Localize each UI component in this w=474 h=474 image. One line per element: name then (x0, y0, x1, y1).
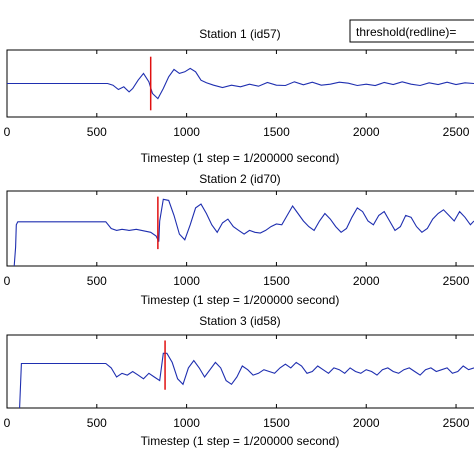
plot-frame (6, 334, 474, 409)
x-tick-label: 2000 (353, 416, 380, 430)
plot-frame (6, 190, 474, 267)
chart-title: Station 2 (id70) (199, 172, 280, 186)
x-axis-label: Timestep (1 step = 1/200000 second) (141, 434, 340, 448)
series-line (19, 352, 474, 409)
x-tick-label: 0 (4, 274, 11, 288)
x-tick-label: 500 (87, 416, 107, 430)
x-axis-label: Timestep (1 step = 1/200000 second) (141, 151, 340, 165)
legend-frame (349, 19, 474, 43)
x-axis-label: Timestep (1 step = 1/200000 second) (141, 293, 340, 307)
x-tick-label: 2500 (443, 125, 470, 139)
x-tick-label: 2000 (353, 125, 380, 139)
x-tick-label: 500 (87, 274, 107, 288)
x-tick-label: 1500 (263, 274, 290, 288)
x-tick-label: 2500 (443, 274, 470, 288)
series-line (7, 67, 474, 100)
x-tick-label: 2500 (443, 416, 470, 430)
x-tick-label: 1000 (173, 125, 200, 139)
x-tick-label: 1500 (263, 416, 290, 430)
x-tick-label: 2000 (353, 274, 380, 288)
legend-box: threshold(redline)= (349, 19, 474, 43)
panels: Station 1 (id57) 0 500 1000 1500 2000 2500 Time… (4, 27, 474, 448)
chart-panel-1: Station 1 (id57) 0 500 1000 1500 2000 2500 Time… (4, 27, 474, 165)
chart-title: Station 3 (id58) (199, 314, 280, 328)
series-line (13, 198, 474, 267)
x-tick-label: 0 (4, 416, 11, 430)
x-tick-label: 1000 (173, 416, 200, 430)
x-tick-label: 500 (87, 125, 107, 139)
x-tick-label: 1500 (263, 125, 290, 139)
legend-text: threshold(redline)= (356, 25, 456, 39)
chart-panel-3: Station 3 (id58) 0 500 1000 1500 2000 2500 Time… (4, 314, 474, 448)
x-tick-label: 0 (4, 125, 11, 139)
chart-panel-2: Station 2 (id70) 0 500 1000 1500 2000 2500 Time… (4, 172, 474, 307)
chart-title: Station 1 (id57) (199, 27, 280, 41)
x-tick-label: 1000 (173, 274, 200, 288)
